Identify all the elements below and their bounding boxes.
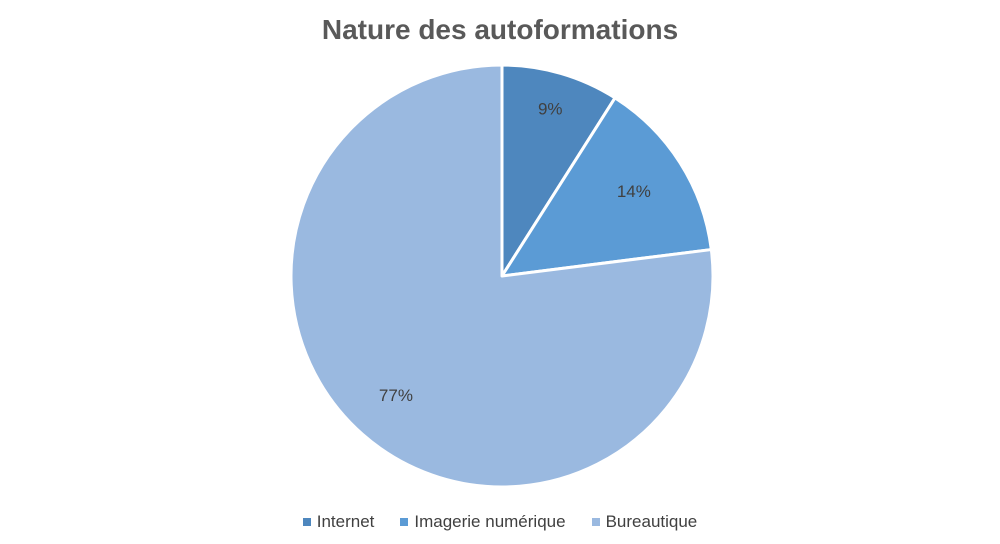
- pie-slice-internet: [500, 63, 617, 278]
- legend-swatch-imagerie-numerique: [400, 518, 409, 526]
- legend-label-bureautique: Bureautique: [605, 512, 698, 531]
- legend-label-imagerie-numerique: Imagerie numérique: [414, 512, 566, 531]
- data-label-bureautique: 77%: [379, 386, 413, 405]
- pie-slice-bureautique: [289, 63, 715, 489]
- legend-item-bureautique: Bureautique: [591, 512, 698, 532]
- data-label-internet: 9%: [538, 99, 563, 118]
- pie-slice-labels: 9% 14% 77%: [379, 99, 651, 404]
- legend-label-internet: Internet: [316, 512, 375, 531]
- legend: Internet Imagerie numérique Bureautique: [0, 512, 1000, 532]
- data-label-imagerie-numerique: 14%: [617, 182, 651, 201]
- pie-slice-imagerie-numerique: [500, 96, 713, 278]
- legend-swatch-bureautique: [591, 518, 600, 526]
- legend-item-internet: Internet: [302, 512, 375, 532]
- legend-item-imagerie-numerique: Imagerie numérique: [400, 512, 566, 532]
- chart-title: Nature des autoformations: [321, 14, 679, 45]
- legend-swatch-internet: [302, 518, 311, 526]
- pie-slices: [289, 63, 715, 489]
